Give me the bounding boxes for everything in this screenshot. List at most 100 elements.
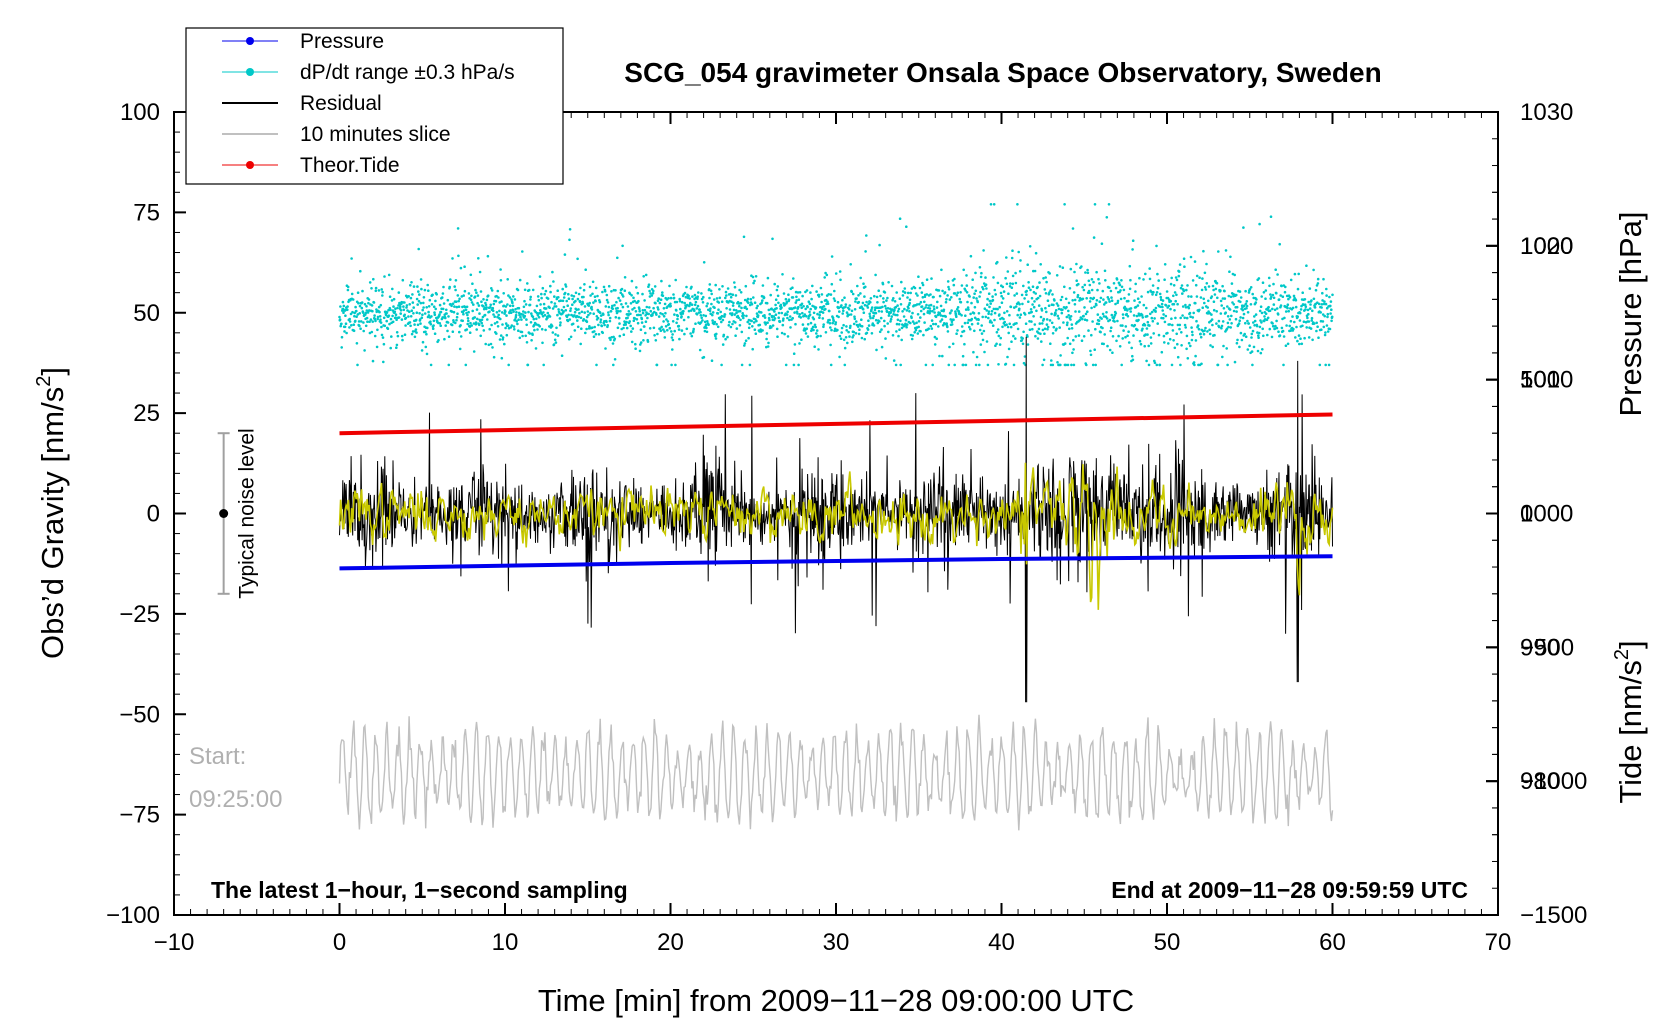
dpdt-point — [893, 300, 897, 303]
dpdt-point — [843, 363, 847, 367]
dpdt-point — [761, 284, 765, 287]
dpdt-point — [590, 305, 593, 309]
dpdt-point — [1190, 326, 1193, 329]
dpdt-point — [1092, 280, 1095, 284]
dpdt-point — [1289, 319, 1293, 323]
dpdt-point — [647, 285, 650, 289]
dpdt-point — [1041, 328, 1045, 332]
dpdt-point — [716, 325, 720, 329]
dpdt-point — [865, 300, 868, 304]
dpdt-point — [1102, 298, 1105, 301]
dpdt-point — [1018, 302, 1021, 306]
x-tick-label: 0 — [333, 929, 346, 956]
dpdt-point — [892, 297, 895, 300]
dpdt-point — [613, 358, 617, 361]
dpdt-point — [427, 305, 431, 308]
dpdt-point — [463, 265, 466, 269]
dpdt-point — [1159, 305, 1162, 309]
dpdt-point — [1148, 324, 1151, 327]
dpdt-point — [591, 280, 595, 284]
dpdt-point — [1018, 270, 1022, 273]
dpdt-point — [724, 337, 727, 341]
dpdt-point — [510, 298, 513, 301]
dpdt-point — [840, 304, 843, 307]
dpdt-point — [852, 322, 856, 326]
dpdt-point — [1038, 281, 1041, 284]
dpdt-point — [432, 324, 435, 327]
dpdt-point — [1212, 300, 1216, 304]
dpdt-point — [1228, 318, 1232, 321]
dpdt-point — [813, 345, 816, 349]
dpdt-point — [707, 323, 710, 327]
dpdt-point — [1239, 331, 1243, 335]
dpdt-point — [520, 330, 524, 334]
dpdt-point — [1057, 307, 1061, 311]
dpdt-point — [852, 334, 855, 337]
dpdt-point — [607, 305, 611, 309]
dpdt-point — [777, 311, 781, 315]
dpdt-point — [1202, 249, 1205, 253]
dpdt-point — [578, 300, 582, 304]
dpdt-point — [1233, 273, 1236, 277]
dpdt-point — [847, 330, 850, 334]
dpdt-point — [1303, 336, 1306, 340]
dpdt-point — [1063, 285, 1066, 289]
dpdt-point — [1268, 284, 1271, 288]
dpdt-point — [1014, 337, 1017, 340]
dpdt-point — [1266, 316, 1270, 320]
dpdt-point — [1121, 324, 1124, 327]
pressure-tick-label: 1030 — [1520, 99, 1573, 126]
dpdt-point — [371, 309, 374, 313]
dpdt-point — [1261, 327, 1264, 331]
dpdt-point — [467, 292, 471, 295]
dpdt-point — [609, 338, 612, 342]
dpdt-point — [520, 318, 523, 321]
dpdt-point — [715, 332, 718, 336]
dpdt-point — [1093, 203, 1097, 206]
dpdt-point — [1092, 236, 1096, 239]
dpdt-point — [475, 308, 479, 311]
dpdt-point — [1245, 304, 1249, 308]
dpdt-point — [978, 295, 981, 298]
dpdt-point — [621, 295, 625, 298]
tide-tick-label: 500 — [1520, 367, 1560, 394]
dpdt-point — [849, 263, 852, 266]
dpdt-point — [697, 291, 700, 294]
dpdt-point — [338, 318, 342, 321]
dpdt-point — [812, 328, 815, 332]
dpdt-point — [1031, 285, 1035, 289]
dpdt-point — [521, 313, 525, 316]
dpdt-point — [962, 329, 966, 333]
dpdt-point — [1206, 330, 1209, 333]
dpdt-point — [894, 305, 898, 309]
dpdt-point — [839, 337, 843, 341]
dpdt-point — [1234, 317, 1238, 321]
dpdt-scatter — [338, 203, 1334, 367]
dpdt-point — [528, 303, 532, 307]
dpdt-point — [1220, 326, 1223, 330]
dpdt-point — [1046, 327, 1049, 331]
dpdt-point — [921, 281, 924, 285]
dpdt-point — [1049, 289, 1052, 292]
dpdt-point — [495, 320, 499, 324]
dpdt-point — [695, 307, 699, 310]
dpdt-point — [808, 313, 812, 317]
dpdt-point — [550, 300, 553, 304]
dpdt-point — [499, 279, 503, 282]
dpdt-point — [1148, 267, 1151, 270]
dpdt-point — [1065, 323, 1069, 327]
dpdt-point — [514, 315, 518, 319]
dpdt-point — [1105, 317, 1109, 320]
dpdt-point — [1170, 317, 1173, 321]
dpdt-point — [1172, 339, 1175, 342]
dpdt-point — [610, 290, 613, 293]
dpdt-point — [755, 306, 758, 310]
y-tick-label: 50 — [133, 300, 160, 327]
dpdt-point — [514, 308, 517, 311]
dpdt-point — [1303, 298, 1307, 301]
dpdt-point — [672, 296, 676, 300]
dpdt-point — [1229, 295, 1233, 299]
dpdt-point — [846, 341, 849, 345]
dpdt-point — [602, 313, 605, 316]
dpdt-point — [721, 318, 725, 322]
